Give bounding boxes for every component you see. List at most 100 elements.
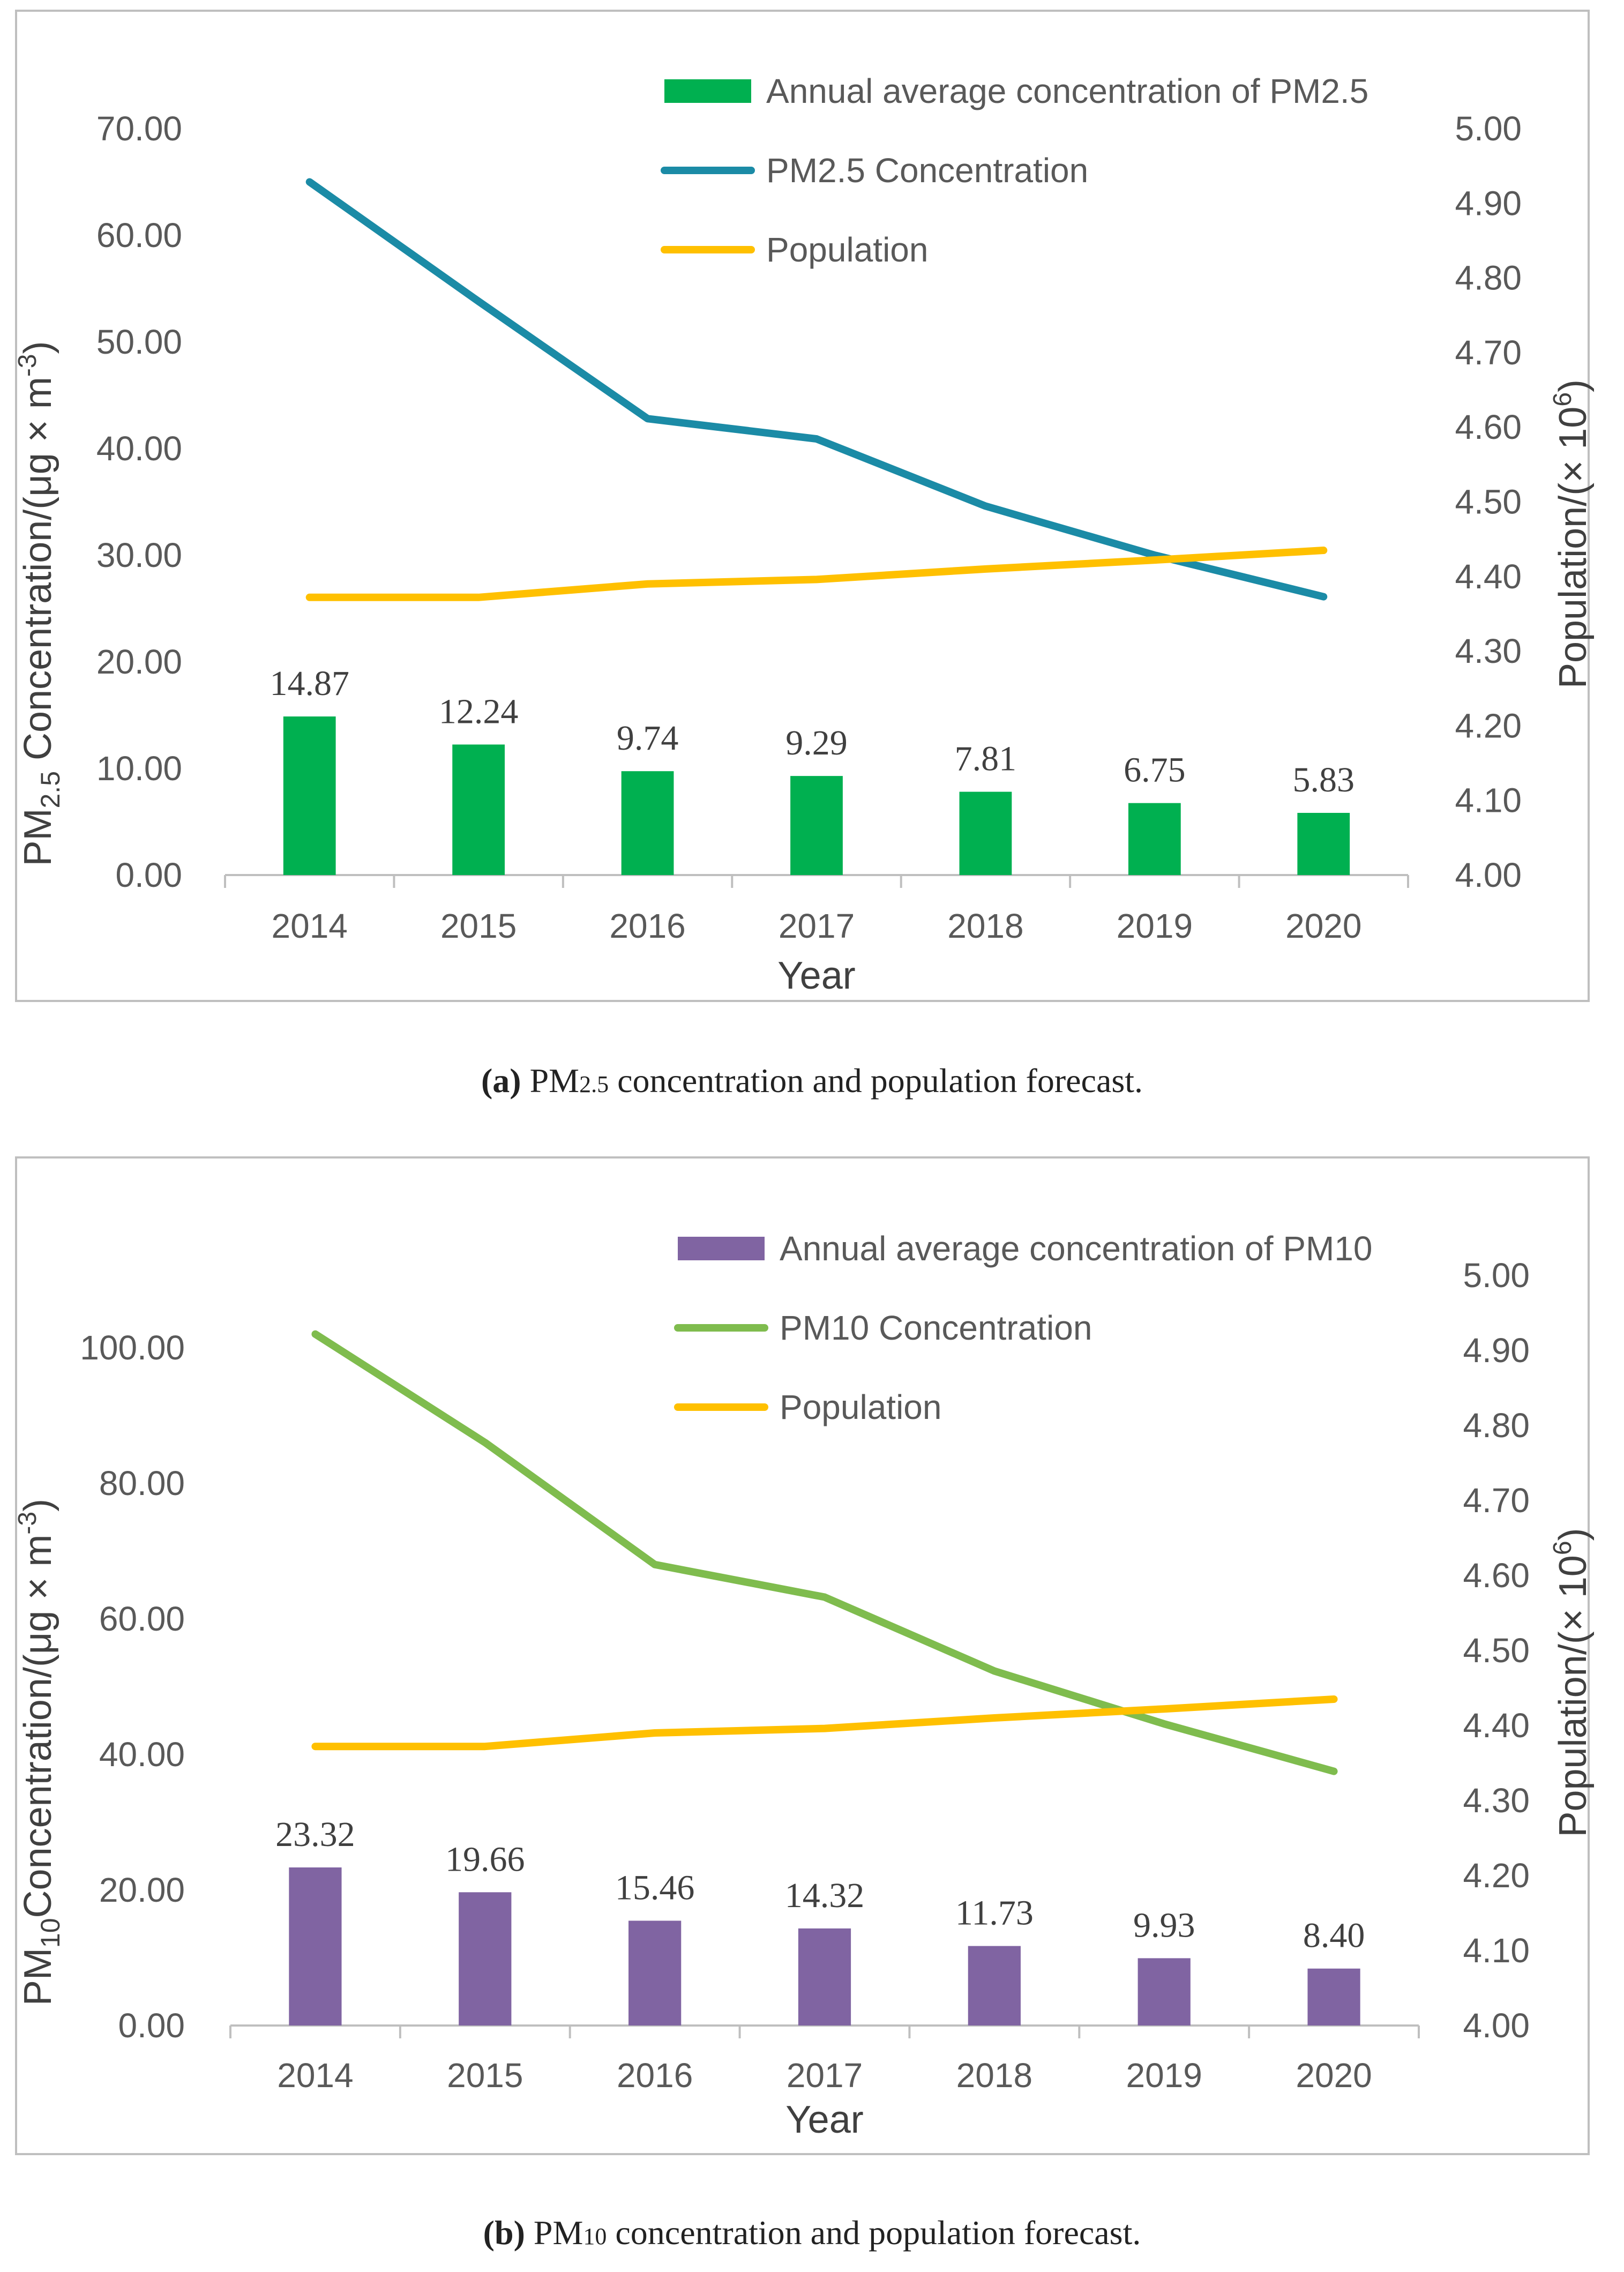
right-tick-label: 4.00 (1463, 2006, 1530, 2045)
right-tick-label: 4.10 (1463, 1931, 1530, 1970)
x-tick-label: 2019 (1117, 907, 1193, 945)
left-tick-label: 60.00 (96, 216, 182, 255)
left-axis-title-part: -3 (13, 354, 42, 377)
right-tick-label: 4.50 (1463, 1631, 1530, 1670)
series-line (305, 178, 1328, 601)
bar (968, 1946, 1021, 2026)
x-tick-label: 2019 (1126, 2056, 1202, 2095)
right-tick-label: 4.60 (1455, 408, 1522, 446)
bar (289, 1867, 342, 2026)
left-tick-label: 100.00 (80, 1328, 185, 1367)
right-axis-title-part: Population/(× 10 (1552, 1555, 1595, 1837)
right-axis-title-part: 6 (1548, 1541, 1577, 1555)
panel-a: 2014 2015 2016 2017 2018 2019 2020 Year 0.00 10.0… (0, 0, 1624, 1125)
left-axis-title-part: PM (17, 1948, 59, 2006)
legend-swatch (678, 1237, 765, 1260)
x-tick-label: 2016 (617, 2056, 693, 2095)
caption-pm: PM (533, 2214, 583, 2252)
bar-data-label: 8.40 (1303, 1916, 1365, 1955)
left-axis-title-part: ) (17, 1499, 59, 1512)
bar (798, 1928, 851, 2026)
bar-data-label: 9.93 (1133, 1905, 1195, 1945)
left-axis-title: PM10Concentration/(μg × m-3) (13, 1499, 65, 2006)
left-axis-title-part: 2.5 (35, 771, 65, 809)
right-axis-title: Population/(× 106) (1548, 379, 1595, 689)
panel-b: 2014 2015 2016 2017 2018 2019 2020 Year 0.00 20.0… (0, 1147, 1624, 2272)
caption-rest: concentration and population forecast. (607, 2214, 1141, 2252)
caption-label: (b) (483, 2214, 525, 2252)
legend-label: Annual average concentration of PM10 (780, 1229, 1373, 1268)
right-axis-title-part: ) (1552, 1528, 1595, 1541)
right-tick-label: 5.00 (1455, 109, 1522, 148)
legend-label: PM2.5 Concentration (766, 151, 1088, 190)
left-axis-title-part: Concentration/(μg × m (17, 1535, 59, 1918)
bar-data-label: 12.24 (439, 692, 519, 731)
legend-swatch (664, 79, 751, 103)
bar-data-label: 15.46 (615, 1868, 695, 1907)
left-axis-title: PM2.5 Concentration/(μg × m-3) (13, 341, 65, 866)
bar-data-label: 14.87 (270, 664, 349, 703)
left-tick-label: 20.00 (96, 642, 182, 681)
right-axis-title-part: 6 (1548, 392, 1577, 407)
x-tick-label: 2015 (440, 907, 517, 945)
right-axis-title-part: Population/(× 10 (1552, 407, 1595, 689)
left-tick-label: 50.00 (96, 323, 182, 361)
chart-frame (15, 1156, 1590, 2155)
bar (1307, 1968, 1360, 2026)
chart-pm25: 2014 2015 2016 2017 2018 2019 2020 Year 0.00 10.0… (13, 10, 1595, 1002)
left-axis-title-part: 10 (35, 1918, 65, 1948)
bar (1297, 812, 1350, 875)
caption-b: (b) PM10 concentration and population fo… (0, 2213, 1624, 2253)
x-tick-label: 2014 (272, 907, 348, 945)
right-axis-title: Population/(× 106) (1548, 1528, 1595, 1837)
right-tick-label: 4.20 (1463, 1856, 1530, 1895)
right-tick-label: 4.40 (1455, 557, 1522, 596)
bar (628, 1920, 682, 2026)
chart-frame (15, 10, 1590, 1002)
caption-a: (a) PM2.5 concentration and population f… (0, 1061, 1624, 1101)
caption-label: (a) (481, 1062, 521, 1100)
left-tick-label: 20.00 (99, 1871, 185, 1909)
bar-data-label: 6.75 (1124, 751, 1186, 790)
right-tick-label: 4.40 (1463, 1706, 1530, 1745)
left-tick-label: 40.00 (99, 1735, 185, 1774)
x-tick-label: 2020 (1285, 907, 1361, 945)
right-tick-label: 4.70 (1463, 1481, 1530, 1520)
right-tick-label: 4.30 (1455, 632, 1522, 670)
x-tick-label: 2016 (609, 907, 685, 945)
left-axis-title-part: PM (17, 809, 59, 866)
bar-data-label: 7.81 (955, 739, 1017, 779)
bar-data-label: 11.73 (955, 1894, 1034, 1933)
caption-sub: 2.5 (579, 1071, 609, 1097)
x-tick-label: 2017 (787, 2056, 863, 2095)
left-axis-title-part: -3 (13, 1512, 42, 1535)
bar (1137, 1958, 1191, 2026)
bar-data-label: 9.29 (785, 723, 848, 763)
left-tick-label: 30.00 (96, 536, 182, 574)
bar-data-label: 9.74 (617, 719, 679, 758)
x-tick-label: 2017 (779, 907, 855, 945)
left-tick-label: 70.00 (96, 109, 182, 148)
x-tick-label: 2015 (447, 2056, 523, 2095)
right-tick-label: 4.90 (1455, 184, 1522, 222)
bar (790, 776, 843, 875)
right-tick-label: 4.20 (1455, 706, 1522, 745)
bar (621, 771, 674, 875)
left-tick-label: 80.00 (99, 1464, 185, 1503)
bar (452, 744, 505, 875)
bar-data-label: 5.83 (1293, 760, 1355, 799)
right-tick-label: 4.50 (1455, 483, 1522, 521)
left-tick-label: 40.00 (96, 429, 182, 468)
legend-label: PM10 Concentration (780, 1309, 1092, 1347)
series-line (311, 1330, 1338, 1775)
caption-pm: PM (529, 1062, 580, 1100)
chart-pm10: 2014 2015 2016 2017 2018 2019 2020 Year 0.00 20.0… (13, 1156, 1595, 2155)
left-tick-label: 0.00 (115, 856, 182, 894)
legend-label: Population (766, 230, 928, 269)
right-tick-label: 5.00 (1463, 1256, 1530, 1295)
right-axis-title-part: ) (1552, 379, 1595, 392)
right-tick-label: 4.60 (1463, 1556, 1530, 1595)
x-axis-title: Year (785, 2098, 863, 2141)
right-tick-label: 4.30 (1463, 1781, 1530, 1820)
right-tick-label: 4.80 (1463, 1406, 1530, 1445)
